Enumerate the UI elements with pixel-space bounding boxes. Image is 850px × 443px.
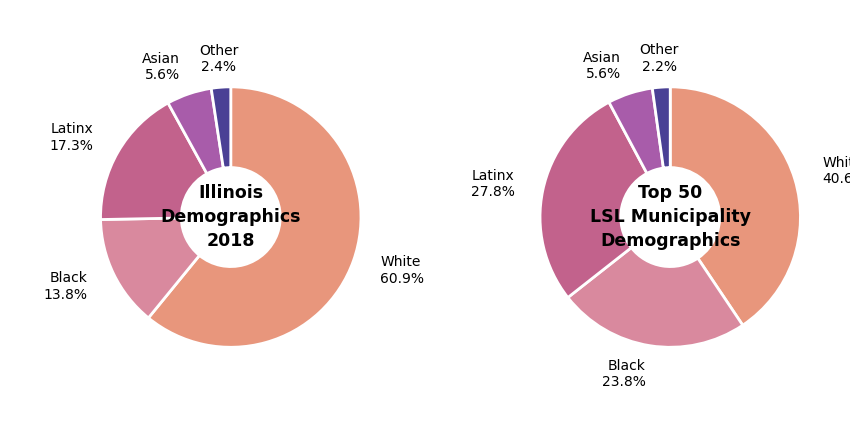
Text: White
60.9%: White 60.9% — [381, 255, 424, 285]
Wedge shape — [100, 103, 207, 220]
Wedge shape — [211, 87, 230, 168]
Text: Other
2.4%: Other 2.4% — [199, 43, 239, 74]
Text: Black
23.8%: Black 23.8% — [602, 359, 645, 389]
Text: Asian
5.6%: Asian 5.6% — [142, 51, 180, 82]
Text: Black
13.8%: Black 13.8% — [44, 272, 88, 302]
Text: Asian
5.6%: Asian 5.6% — [583, 51, 621, 81]
Text: Top 50
LSL Municipality
Demographics: Top 50 LSL Municipality Demographics — [590, 184, 751, 250]
Wedge shape — [652, 87, 671, 168]
Wedge shape — [149, 87, 361, 347]
Wedge shape — [540, 102, 647, 298]
Text: Latinx
27.8%: Latinx 27.8% — [471, 169, 515, 199]
Wedge shape — [671, 87, 801, 325]
Text: Illinois
Demographics
2018: Illinois Demographics 2018 — [161, 184, 301, 250]
Wedge shape — [609, 88, 663, 173]
Wedge shape — [100, 218, 200, 318]
Text: Latinx
17.3%: Latinx 17.3% — [49, 122, 94, 152]
Text: White
40.6%: White 40.6% — [822, 156, 850, 186]
Wedge shape — [568, 248, 743, 347]
Wedge shape — [168, 88, 224, 174]
Text: Other
2.2%: Other 2.2% — [639, 43, 679, 74]
